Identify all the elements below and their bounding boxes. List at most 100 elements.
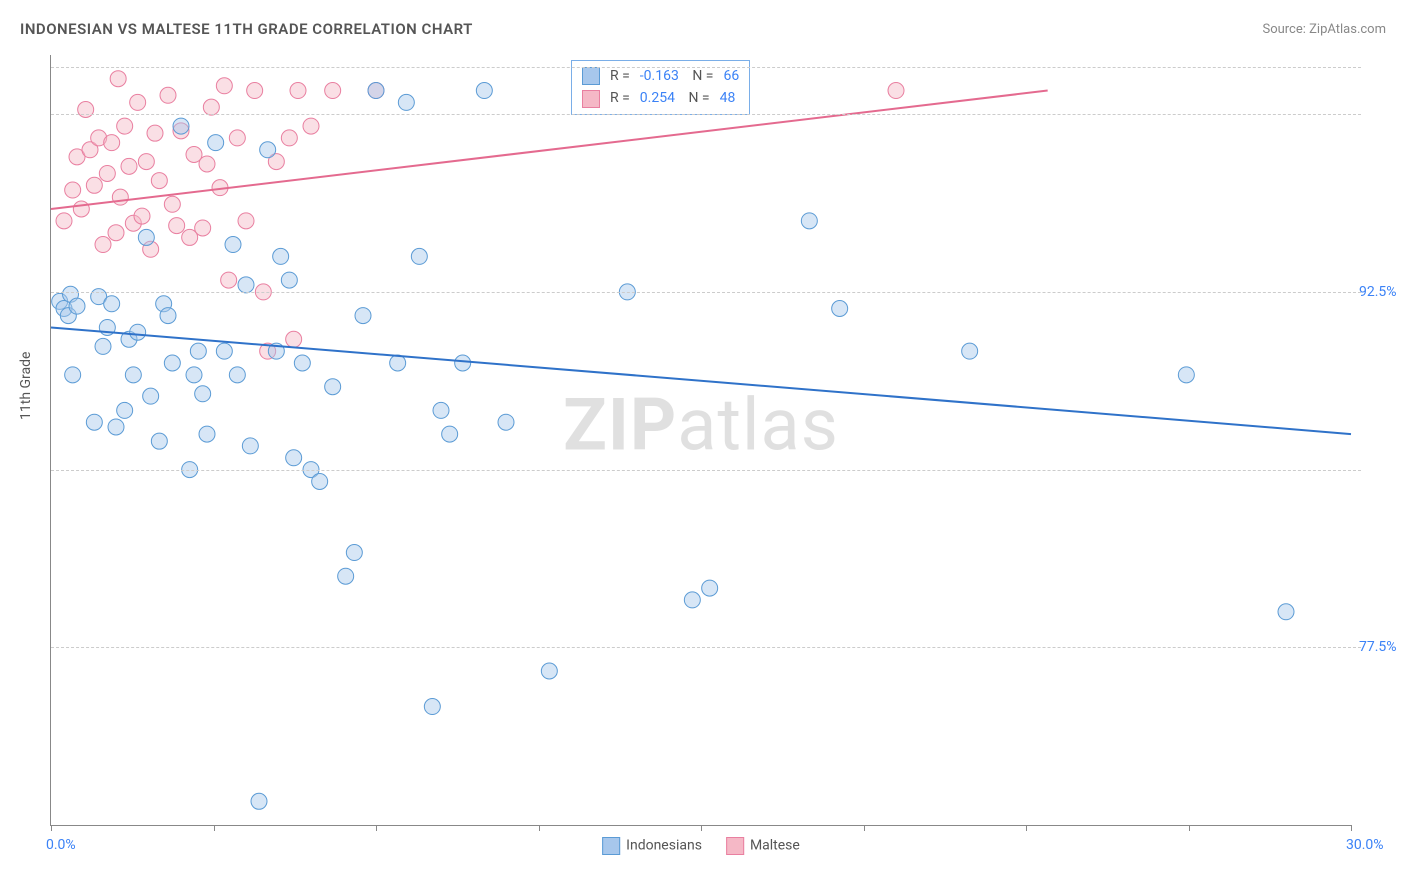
data-point: [199, 426, 215, 442]
data-point: [498, 414, 514, 430]
x-tick: [1189, 825, 1190, 831]
x-tick: [864, 825, 865, 831]
data-point: [962, 343, 978, 359]
data-point: [312, 473, 328, 489]
data-point: [684, 592, 700, 608]
chart-header: INDONESIAN VS MALTESE 11TH GRADE CORRELA…: [20, 20, 1386, 38]
data-point: [390, 355, 406, 371]
data-point: [125, 367, 141, 383]
data-point: [134, 208, 150, 224]
data-point: [130, 94, 146, 110]
data-point: [195, 386, 211, 402]
legend-swatch-indonesians: [602, 837, 620, 855]
legend-item-indonesians: Indonesians: [602, 837, 702, 855]
data-point: [99, 165, 115, 181]
data-point: [164, 196, 180, 212]
data-point: [164, 355, 180, 371]
data-point: [151, 433, 167, 449]
data-point: [95, 237, 111, 253]
stats-legend-box: R = -0.163 N = 66 R = 0.254 N = 48: [571, 60, 750, 115]
data-point: [281, 272, 297, 288]
data-point: [325, 379, 341, 395]
data-point: [117, 402, 133, 418]
data-point: [208, 135, 224, 151]
gridline-h: [51, 470, 1361, 471]
data-point: [398, 94, 414, 110]
data-point: [69, 298, 85, 314]
legend-swatch-maltese: [726, 837, 744, 855]
data-point: [130, 324, 146, 340]
data-point: [702, 580, 718, 596]
data-point: [251, 793, 267, 809]
data-point: [1278, 604, 1294, 620]
data-point: [355, 308, 371, 324]
data-point: [147, 125, 163, 141]
data-point: [290, 83, 306, 99]
x-tick: [1026, 825, 1027, 831]
data-point: [203, 99, 219, 115]
scatter-plot-svg: [51, 55, 1351, 825]
data-point: [368, 83, 384, 99]
gridline-h: [51, 114, 1361, 115]
data-point: [108, 419, 124, 435]
data-point: [260, 142, 276, 158]
stats-swatch-maltese: [582, 90, 600, 108]
data-point: [104, 135, 120, 151]
bottom-legend: Indonesians Maltese: [602, 837, 800, 855]
data-point: [832, 301, 848, 317]
data-point: [95, 338, 111, 354]
y-axis-label: 11th Grade: [18, 352, 34, 420]
data-point: [121, 158, 137, 174]
data-point: [143, 388, 159, 404]
trend-line: [51, 327, 1351, 434]
data-point: [286, 331, 302, 347]
data-point: [112, 189, 128, 205]
data-point: [160, 308, 176, 324]
data-point: [541, 663, 557, 679]
data-point: [281, 130, 297, 146]
data-point: [56, 213, 72, 229]
data-point: [411, 248, 427, 264]
data-point: [433, 402, 449, 418]
x-tick: [214, 825, 215, 831]
data-point: [199, 156, 215, 172]
x-tick: [376, 825, 377, 831]
data-point: [247, 83, 263, 99]
data-point: [325, 83, 341, 99]
data-point: [190, 343, 206, 359]
stats-swatch-indonesians: [582, 67, 600, 85]
data-point: [238, 277, 254, 293]
data-point: [216, 343, 232, 359]
data-point: [273, 248, 289, 264]
data-point: [160, 87, 176, 103]
data-point: [110, 71, 126, 87]
data-point: [138, 154, 154, 170]
data-point: [225, 237, 241, 253]
stats-row-maltese: R = 0.254 N = 48: [582, 87, 739, 109]
data-point: [221, 272, 237, 288]
x-tick: [1351, 825, 1352, 831]
data-point: [338, 568, 354, 584]
data-point: [303, 118, 319, 134]
data-point: [242, 438, 258, 454]
x-tick: [701, 825, 702, 831]
data-point: [888, 83, 904, 99]
gridline-h: [51, 67, 1361, 68]
data-point: [65, 367, 81, 383]
chart-title: INDONESIAN VS MALTESE 11TH GRADE CORRELA…: [20, 20, 473, 38]
data-point: [86, 177, 102, 193]
legend-item-maltese: Maltese: [726, 837, 800, 855]
data-point: [476, 83, 492, 99]
data-point: [86, 414, 102, 430]
data-point: [455, 355, 471, 371]
stats-row-indonesians: R = -0.163 N = 66: [582, 65, 739, 87]
y-tick-label: 77.5%: [1359, 639, 1406, 655]
x-tick: [539, 825, 540, 831]
data-point: [108, 225, 124, 241]
data-point: [151, 173, 167, 189]
data-point: [117, 118, 133, 134]
data-point: [1178, 367, 1194, 383]
data-point: [442, 426, 458, 442]
data-point: [424, 699, 440, 715]
chart-source: Source: ZipAtlas.com: [1262, 22, 1386, 37]
